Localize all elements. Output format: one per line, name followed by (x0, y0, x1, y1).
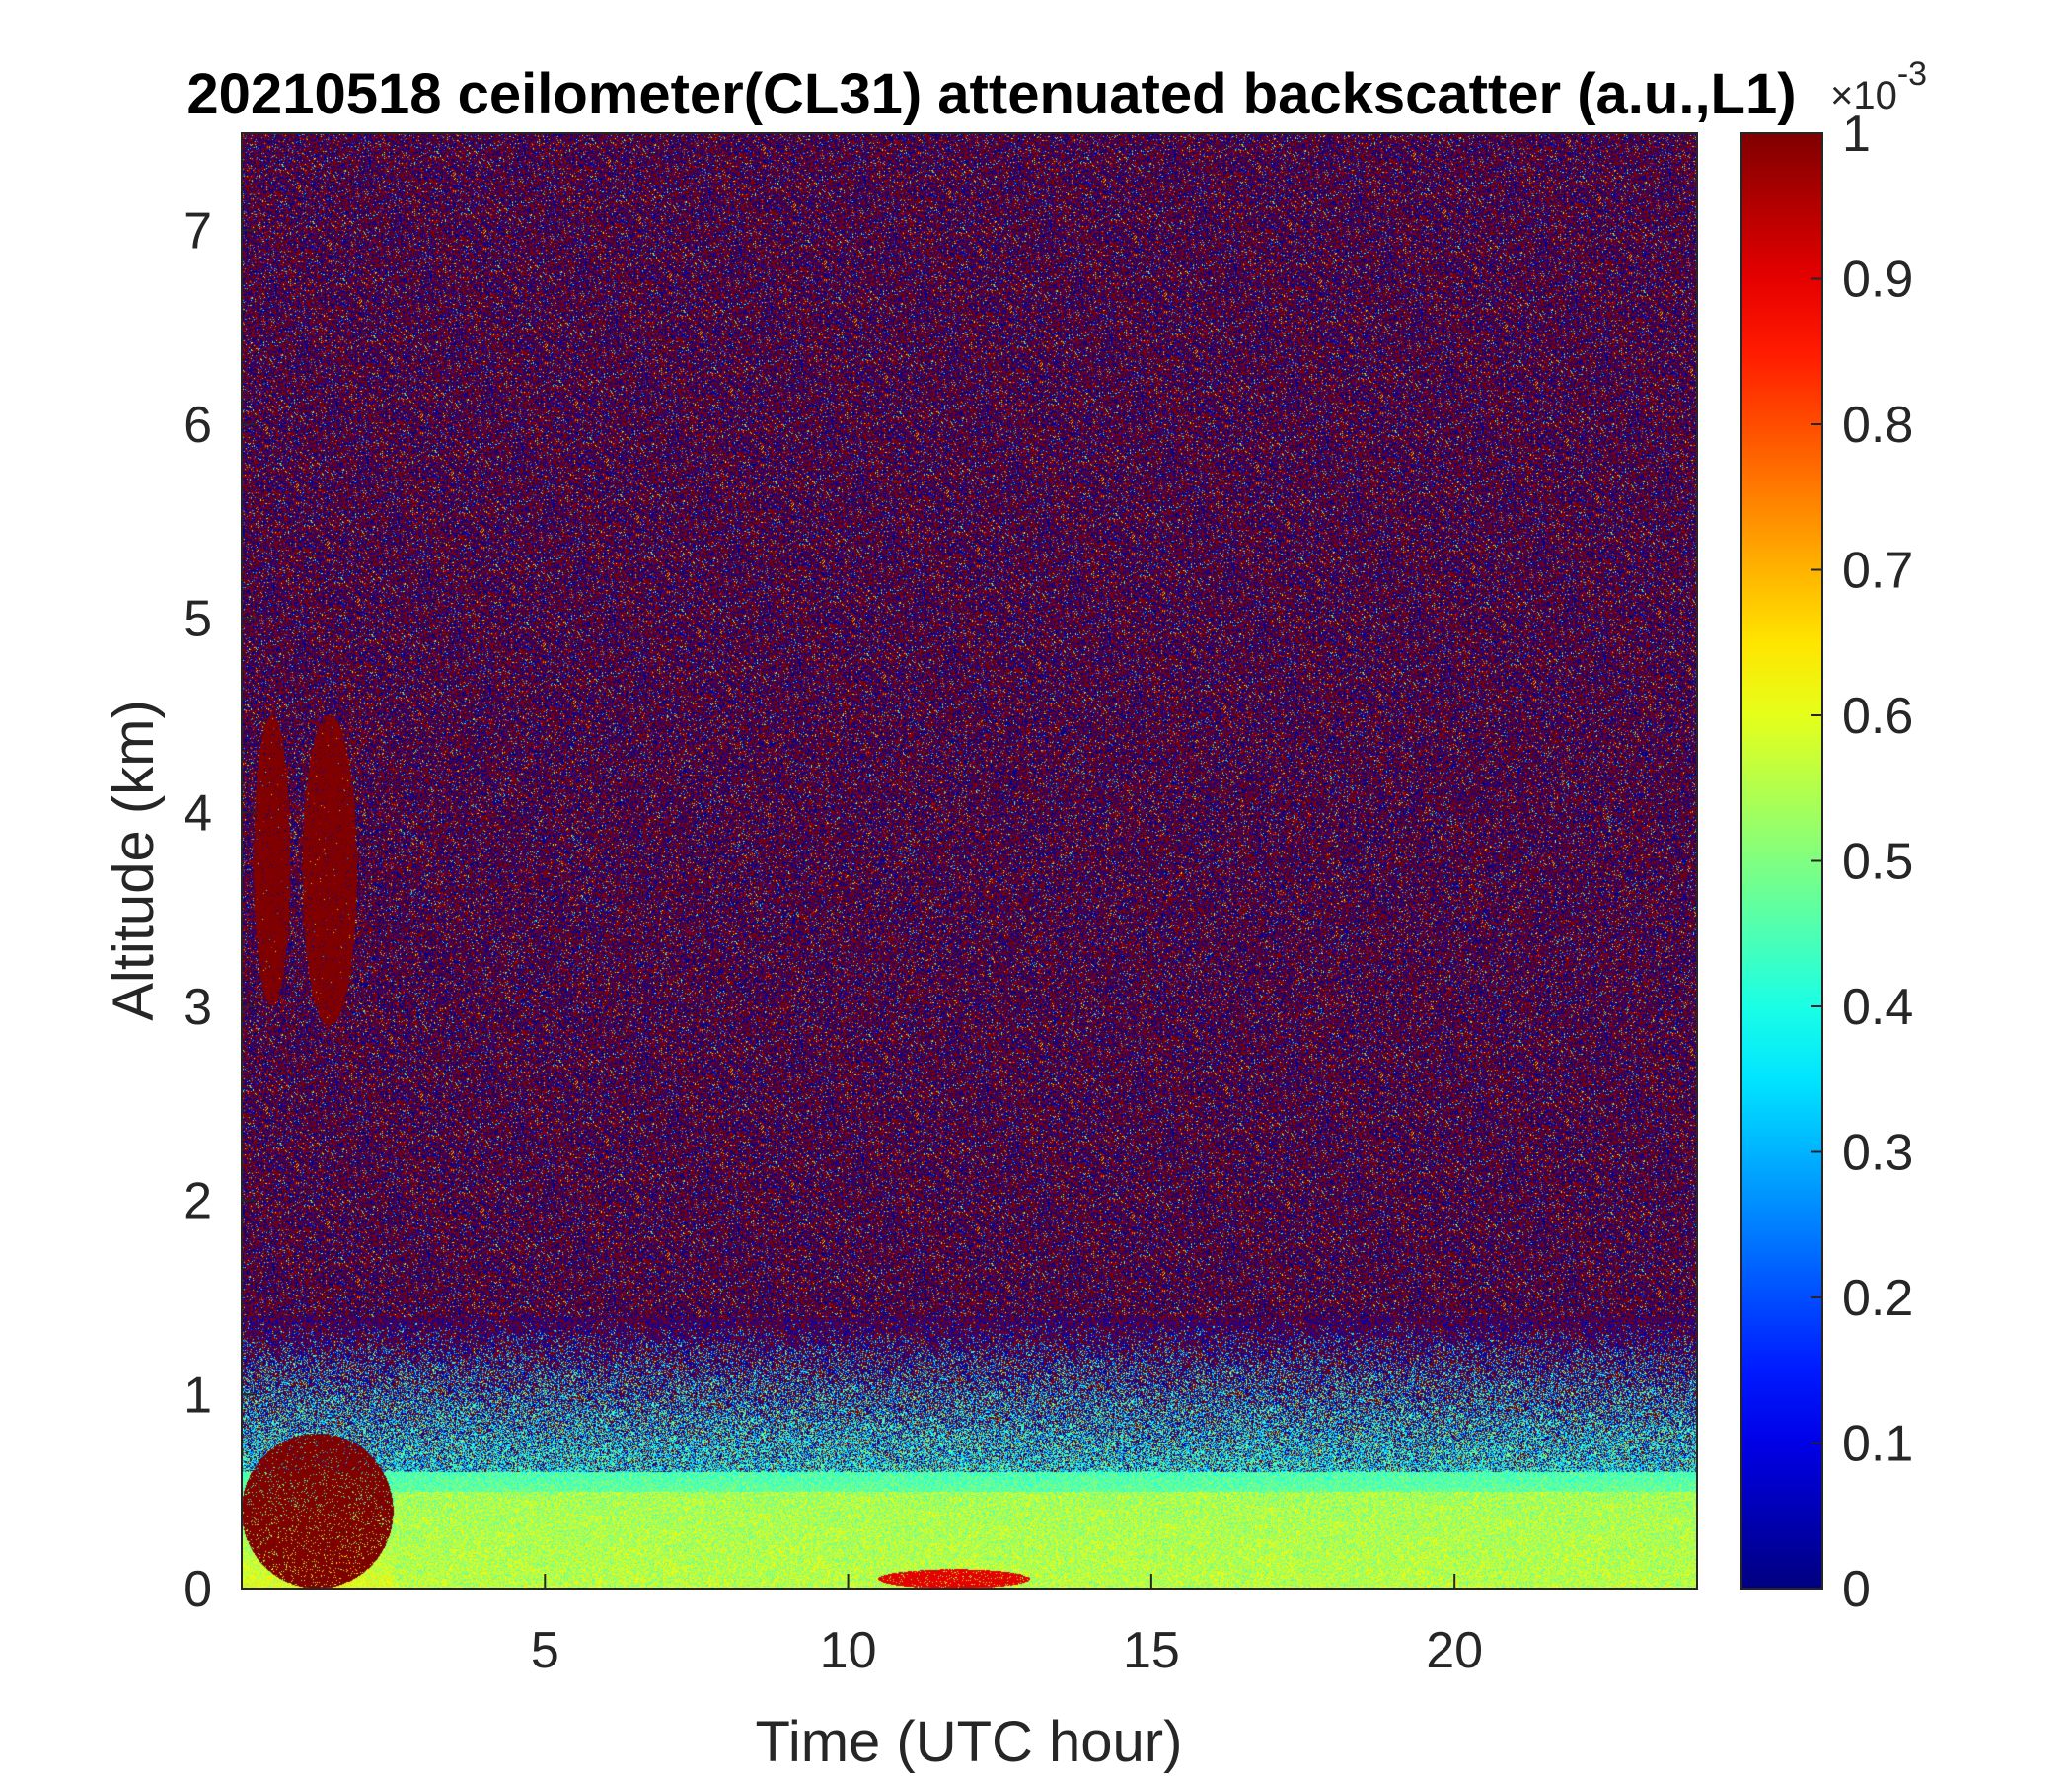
colorbar-tick-label-9: 0.9 (1842, 252, 1913, 309)
y-tick-label-4: 4 (184, 784, 212, 842)
y-tick-label-1: 1 (184, 1367, 212, 1424)
colorbar-tick-label-7: 0.7 (1842, 543, 1913, 600)
y-tick-label-7: 7 (184, 202, 212, 259)
x-tick-label-1: 10 (820, 1622, 877, 1679)
colorbar-tick-label-4: 0.4 (1842, 979, 1913, 1036)
colorbar-tick-label-3: 0.3 (1842, 1125, 1913, 1182)
colorbar-tick-label-6: 0.6 (1842, 688, 1913, 745)
y-tick-label-6: 6 (184, 397, 212, 454)
colorbar-tick-label-2: 0.2 (1842, 1270, 1913, 1327)
chart-title: 20210518 ceilometer(CL31) attenuated bac… (186, 62, 1796, 126)
heatmap-canvas (242, 133, 1697, 1589)
y-tick-label-5: 5 (184, 591, 212, 648)
x-tick-label-0: 5 (531, 1622, 559, 1679)
colorbar-tick-label-8: 0.8 (1842, 397, 1913, 454)
y-axis-label: Altitude (km) (102, 700, 166, 1021)
colorbar-multiplier: ×10-3 (1830, 55, 1927, 117)
heatmap-plot-area (241, 132, 1698, 1590)
colorbar-gradient (1741, 133, 1822, 1589)
x-tick-label-3: 20 (1426, 1622, 1483, 1679)
x-axis-label: Time (UTC hour) (756, 1710, 1183, 1774)
y-axis: 0 1 2 3 4 5 6 7 (184, 202, 257, 1618)
colorbar-tick-label-5: 0.5 (1842, 834, 1913, 891)
colorbar: 0 0.1 0.2 0.3 0.4 0.5 0.6 0.7 0.8 0.9 1 ×10-3 (1740, 55, 1927, 1618)
colorbar-multiplier-base: ×10 (1830, 74, 1897, 117)
colorbar-tick-label-0: 0 (1842, 1561, 1871, 1618)
colorbar-ticks: 0 0.1 0.2 0.3 0.4 0.5 0.6 0.7 0.8 0.9 1 (1811, 106, 1913, 1618)
colorbar-multiplier-exponent: -3 (1897, 55, 1927, 93)
x-axis: 5 10 15 20 (531, 1574, 1483, 1679)
y-tick-label-0: 0 (184, 1561, 212, 1618)
plot-area-frame (241, 132, 1698, 1590)
colorbar-tick-label-1: 0.1 (1842, 1416, 1913, 1473)
colorbar-tick-label-10: 1 (1842, 106, 1871, 163)
y-tick-label-2: 2 (184, 1173, 212, 1230)
x-tick-label-2: 15 (1123, 1622, 1180, 1679)
y-tick-label-3: 3 (184, 979, 212, 1036)
